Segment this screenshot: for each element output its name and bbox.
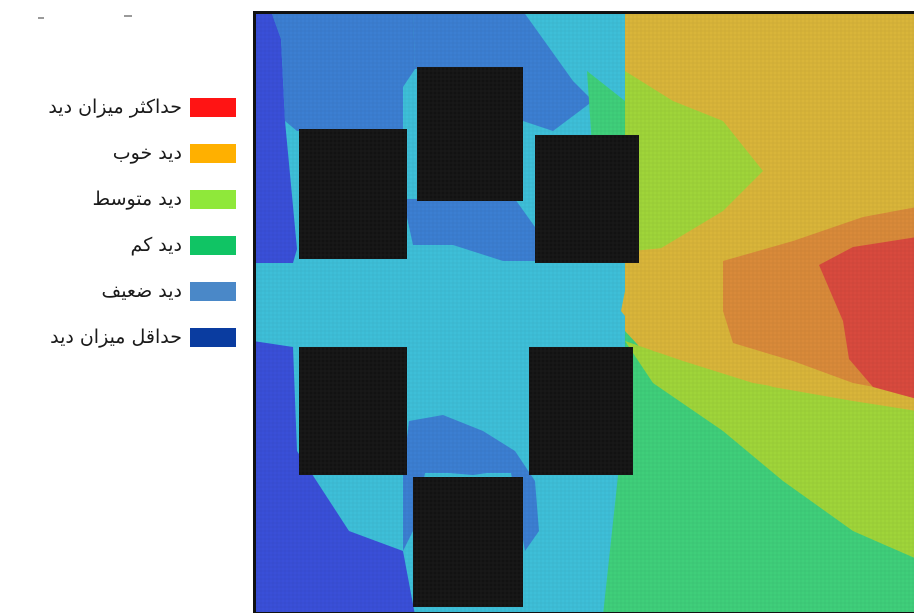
legend-swatch (190, 281, 236, 301)
legend-label: دید خوب (112, 142, 182, 164)
legend-label: حداکثر میزان دید (48, 96, 182, 118)
legend-item-weak-visibility: دید ضعیف (102, 276, 236, 306)
legend-swatch (190, 97, 236, 117)
visibility-map-svg (253, 11, 914, 613)
legend-label: دید کم (130, 234, 182, 256)
scratch-mark (38, 17, 44, 19)
legend-label: دید متوسط (92, 188, 182, 210)
pixel-grid-overlay (253, 11, 914, 613)
legend-swatch (190, 143, 236, 163)
legend-item-medium-visibility: دید متوسط (93, 184, 236, 214)
legend-item-max-visibility: حداکثر میزان دید (48, 92, 236, 122)
legend-swatch (190, 235, 236, 255)
map-border (253, 11, 914, 613)
legend-label: حداقل میزان دید (50, 326, 182, 348)
scratch-mark (124, 15, 132, 17)
legend-swatch (190, 189, 236, 209)
building-texture (299, 67, 639, 607)
legend-item-low-visibility: دید کم (131, 230, 236, 260)
legend-item-min-visibility: حداقل میزان دید (50, 322, 236, 352)
legend-item-good-visibility: دید خوب (113, 138, 236, 168)
visibility-map (253, 11, 914, 613)
legend-swatch (190, 327, 236, 347)
legend-label: دید ضعیف (101, 280, 182, 302)
